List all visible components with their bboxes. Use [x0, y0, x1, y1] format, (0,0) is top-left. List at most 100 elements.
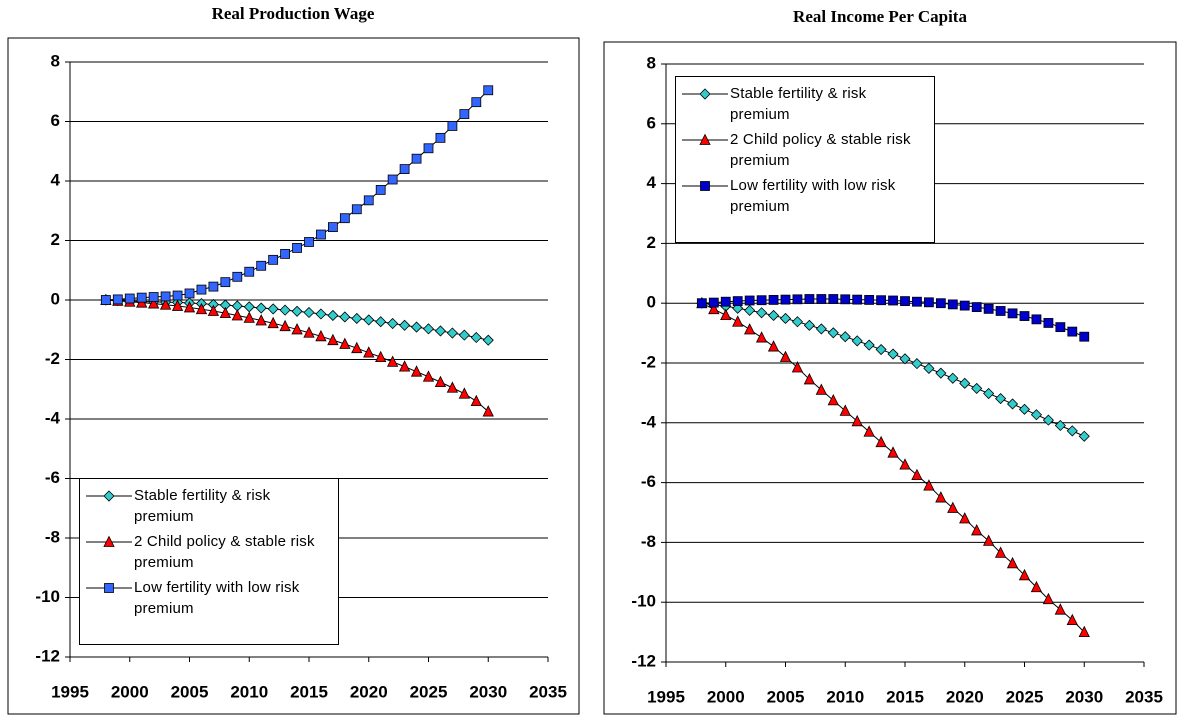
- marker-diamond: [791, 316, 804, 328]
- marker-square: [1031, 314, 1042, 325]
- marker-diamond: [482, 334, 494, 346]
- marker-square: [411, 153, 422, 164]
- marker-triangle: [923, 479, 935, 491]
- marker-diamond: [267, 303, 279, 315]
- x-tick-label: 2030: [1065, 687, 1103, 706]
- legend-label: 2 Child policy & stable risk premium: [134, 533, 315, 571]
- marker-diamond: [1006, 398, 1019, 410]
- marker-square: [208, 281, 219, 292]
- marker-diamond: [911, 358, 923, 370]
- marker-square: [1055, 322, 1066, 333]
- legend-label: Low fertility with low risk premium: [730, 177, 896, 215]
- marker-diamond: [935, 367, 947, 379]
- marker-triangle: [1078, 625, 1090, 637]
- marker-square: [148, 292, 159, 302]
- marker-square: [256, 260, 267, 271]
- y-tick-label: -4: [641, 412, 657, 431]
- x-tick-label: 1995: [51, 682, 89, 701]
- marker-square: [1043, 318, 1054, 328]
- marker-square: [104, 583, 114, 593]
- x-tick-label: 2005: [767, 687, 805, 706]
- marker-triangle: [482, 405, 494, 417]
- marker-triangle: [219, 306, 231, 318]
- marker-diamond: [375, 316, 387, 328]
- marker-triangle: [971, 524, 983, 536]
- marker-square: [732, 296, 743, 307]
- marker-diamond: [744, 304, 756, 316]
- marker-triangle: [767, 340, 780, 352]
- marker-square: [816, 294, 827, 304]
- marker-diamond: [863, 339, 875, 351]
- marker-square: [483, 85, 494, 96]
- marker-square: [947, 299, 958, 310]
- marker-square: [363, 195, 374, 206]
- legend-swatch: [86, 535, 132, 547]
- marker-triangle: [720, 308, 732, 321]
- marker-triangle: [744, 323, 756, 335]
- y-tick-label: 2: [51, 230, 60, 249]
- marker-triangle: [351, 341, 363, 354]
- marker-diamond: [327, 309, 339, 322]
- chart-title: Real Income Per Capita: [793, 7, 967, 26]
- marker-triangle: [899, 458, 911, 470]
- y-tick-label: -6: [45, 468, 60, 487]
- y-tick-label: 4: [647, 173, 657, 192]
- marker-triangle: [755, 331, 768, 343]
- marker-diamond: [291, 305, 303, 317]
- marker-square: [792, 294, 803, 305]
- marker-triangle: [470, 394, 482, 407]
- legend-swatch: [682, 88, 728, 100]
- marker-diamond: [387, 317, 399, 330]
- marker-diamond: [1054, 419, 1066, 432]
- y-tick-label: -12: [35, 646, 60, 665]
- marker-triangle: [732, 315, 744, 327]
- marker-square: [744, 295, 755, 306]
- marker-triangle: [375, 350, 387, 363]
- x-tick-label: 1995: [647, 687, 685, 706]
- marker-square: [304, 237, 314, 247]
- marker-square: [876, 295, 886, 306]
- marker-square: [435, 132, 446, 143]
- legend-label: Stable fertility & risk premium: [134, 487, 271, 525]
- marker-diamond: [446, 327, 458, 339]
- marker-triangle: [279, 319, 291, 332]
- marker-triangle: [339, 337, 351, 349]
- marker-diamond: [399, 319, 411, 331]
- marker-triangle: [410, 365, 423, 377]
- marker-square: [720, 296, 731, 307]
- marker-square: [100, 295, 111, 305]
- marker-square: [983, 303, 994, 314]
- marker-square: [804, 294, 815, 304]
- marker-triangle: [398, 360, 411, 372]
- marker-square: [924, 297, 934, 308]
- marker-square: [232, 271, 243, 282]
- y-tick-label: 6: [51, 111, 60, 130]
- marker-diamond: [983, 387, 995, 400]
- marker-square: [387, 174, 398, 185]
- legend: Stable fertility & risk premium 2 Child p…: [675, 76, 935, 243]
- marker-square: [864, 295, 875, 305]
- x-tick-label: 2015: [290, 682, 328, 701]
- marker-triangle: [363, 346, 375, 358]
- marker-square: [995, 306, 1006, 316]
- marker-diamond: [279, 304, 291, 316]
- y-tick-label: 4: [51, 170, 61, 189]
- marker-triangle: [327, 333, 339, 346]
- marker-diamond: [839, 331, 851, 343]
- marker-triangle: [815, 383, 827, 395]
- marker-square: [696, 298, 707, 309]
- marker-diamond: [971, 382, 983, 394]
- marker-diamond: [947, 372, 959, 384]
- x-tick-label: 2035: [529, 682, 567, 701]
- marker-triangle: [446, 381, 459, 393]
- marker-triangle: [387, 355, 399, 367]
- marker-square: [708, 297, 719, 308]
- marker-square: [471, 97, 482, 108]
- legend-swatch: [682, 181, 728, 191]
- marker-square: [780, 294, 791, 305]
- y-tick-label: -6: [641, 472, 656, 491]
- marker-square: [124, 293, 135, 304]
- marker-square: [1007, 308, 1018, 319]
- marker-square: [196, 284, 207, 295]
